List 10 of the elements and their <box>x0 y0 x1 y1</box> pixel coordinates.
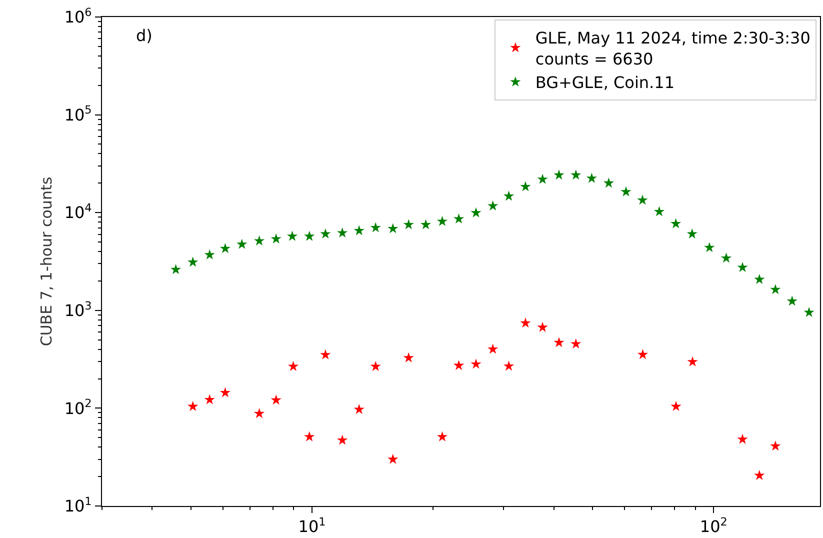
y-tick-label: 10$^{3}$ <box>64 299 92 320</box>
y-tick-label: 10$^{6}$ <box>64 6 92 27</box>
y-tick-label: 10$^{2}$ <box>64 397 92 418</box>
legend-label: GLE, May 11 2024, time 2:30-3:30 counts = 6630 <box>535 28 810 68</box>
annotation: d) <box>136 26 152 45</box>
y-axis-title: CUBE 7, 1-hour counts <box>38 176 56 346</box>
legend-label: BG+GLE, Coin.11 <box>535 73 675 92</box>
y-tick-label: 10$^{1}$ <box>64 494 92 516</box>
y-tick-label: 10$^{4}$ <box>64 201 92 222</box>
y-tick-label: 10$^{5}$ <box>64 104 92 124</box>
